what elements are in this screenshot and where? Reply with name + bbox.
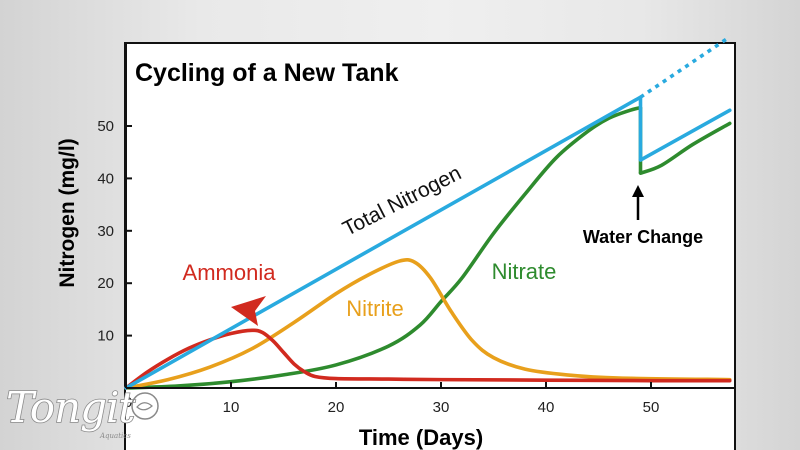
label-water-change: Water Change <box>583 227 703 247</box>
series-layer <box>124 35 732 390</box>
y-axis-label: Nitrogen (mg/l) <box>56 138 79 287</box>
x-tick-label-30: 30 <box>433 399 450 416</box>
watermark-subtext: Aquatics <box>99 432 131 440</box>
ammonia-pointer-arrow <box>231 296 266 326</box>
ammonia-line <box>124 328 732 390</box>
watermark-emblem <box>131 392 159 420</box>
total-nitrogen-line <box>124 95 643 390</box>
water-change-marker: Water Change <box>583 185 703 247</box>
nitrite-line <box>124 258 732 390</box>
tick-layer: 10 20 30 40 50 10 20 30 40 50 <box>97 118 659 416</box>
x-tick-label-50: 50 <box>643 399 660 416</box>
watermark-fish-icon <box>136 402 153 411</box>
nitrate-after-change-line <box>638 121 732 175</box>
x-zero-label: 0 <box>124 394 132 411</box>
x-axis-label: Time (Days) <box>359 425 483 450</box>
y-tick-label-20: 20 <box>97 275 114 292</box>
water-change-arrow-head <box>632 185 644 197</box>
x-tick-label-40: 40 <box>538 399 555 416</box>
y-tick-label-50: 50 <box>97 118 114 135</box>
y-tick-label-40: 40 <box>97 170 114 187</box>
label-ammonia: Ammonia <box>183 260 277 285</box>
label-nitrite: Nitrite <box>346 296 403 321</box>
y-tick-label-10: 10 <box>97 328 114 345</box>
y-tick-label-30: 30 <box>97 223 114 240</box>
total-nitrogen-after-change-line <box>638 108 732 162</box>
x-tick-label-10: 10 <box>223 399 240 416</box>
label-nitrate: Nitrate <box>492 259 557 284</box>
chart-title: Cycling of a New Tank <box>135 59 399 87</box>
axes-layer <box>125 44 735 389</box>
nitrate-line <box>124 105 643 390</box>
watermark-logo: Tongit Aquatics <box>5 382 159 440</box>
watermark-text: Tongit <box>6 383 135 432</box>
x-tick-label-20: 20 <box>328 399 345 416</box>
